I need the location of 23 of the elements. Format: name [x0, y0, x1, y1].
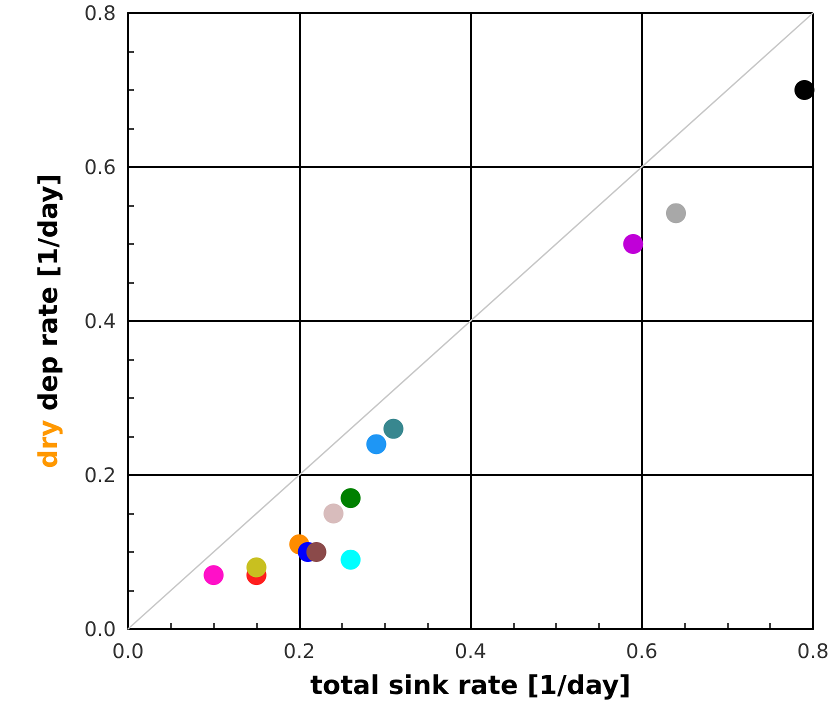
y-axis-title: dry dep rate [1/day] — [34, 174, 64, 468]
point — [794, 80, 814, 100]
y-tick-label: 0.2 — [84, 463, 116, 487]
point — [246, 557, 266, 578]
point — [340, 550, 361, 570]
y-tick-label: 0.4 — [84, 309, 116, 333]
point — [666, 203, 686, 224]
point — [340, 488, 361, 508]
point — [383, 418, 404, 439]
y-tick-label: 0.8 — [84, 1, 116, 25]
x-tick-label: 0.2 — [283, 639, 316, 663]
x-tick-label: 0.4 — [454, 639, 486, 663]
y-tick-label: 0.0 — [84, 617, 116, 641]
point — [623, 234, 644, 254]
point — [324, 504, 344, 524]
x-tick-label: 0.0 — [112, 639, 144, 663]
x-tick-label: 0.8 — [797, 639, 829, 663]
x-axis-title: total sink rate [1/day] — [310, 671, 631, 701]
point — [306, 542, 326, 562]
point — [204, 565, 224, 586]
point — [366, 434, 386, 454]
y-tick-label: 0.6 — [84, 155, 116, 179]
x-tick-label: 0.6 — [626, 639, 658, 663]
